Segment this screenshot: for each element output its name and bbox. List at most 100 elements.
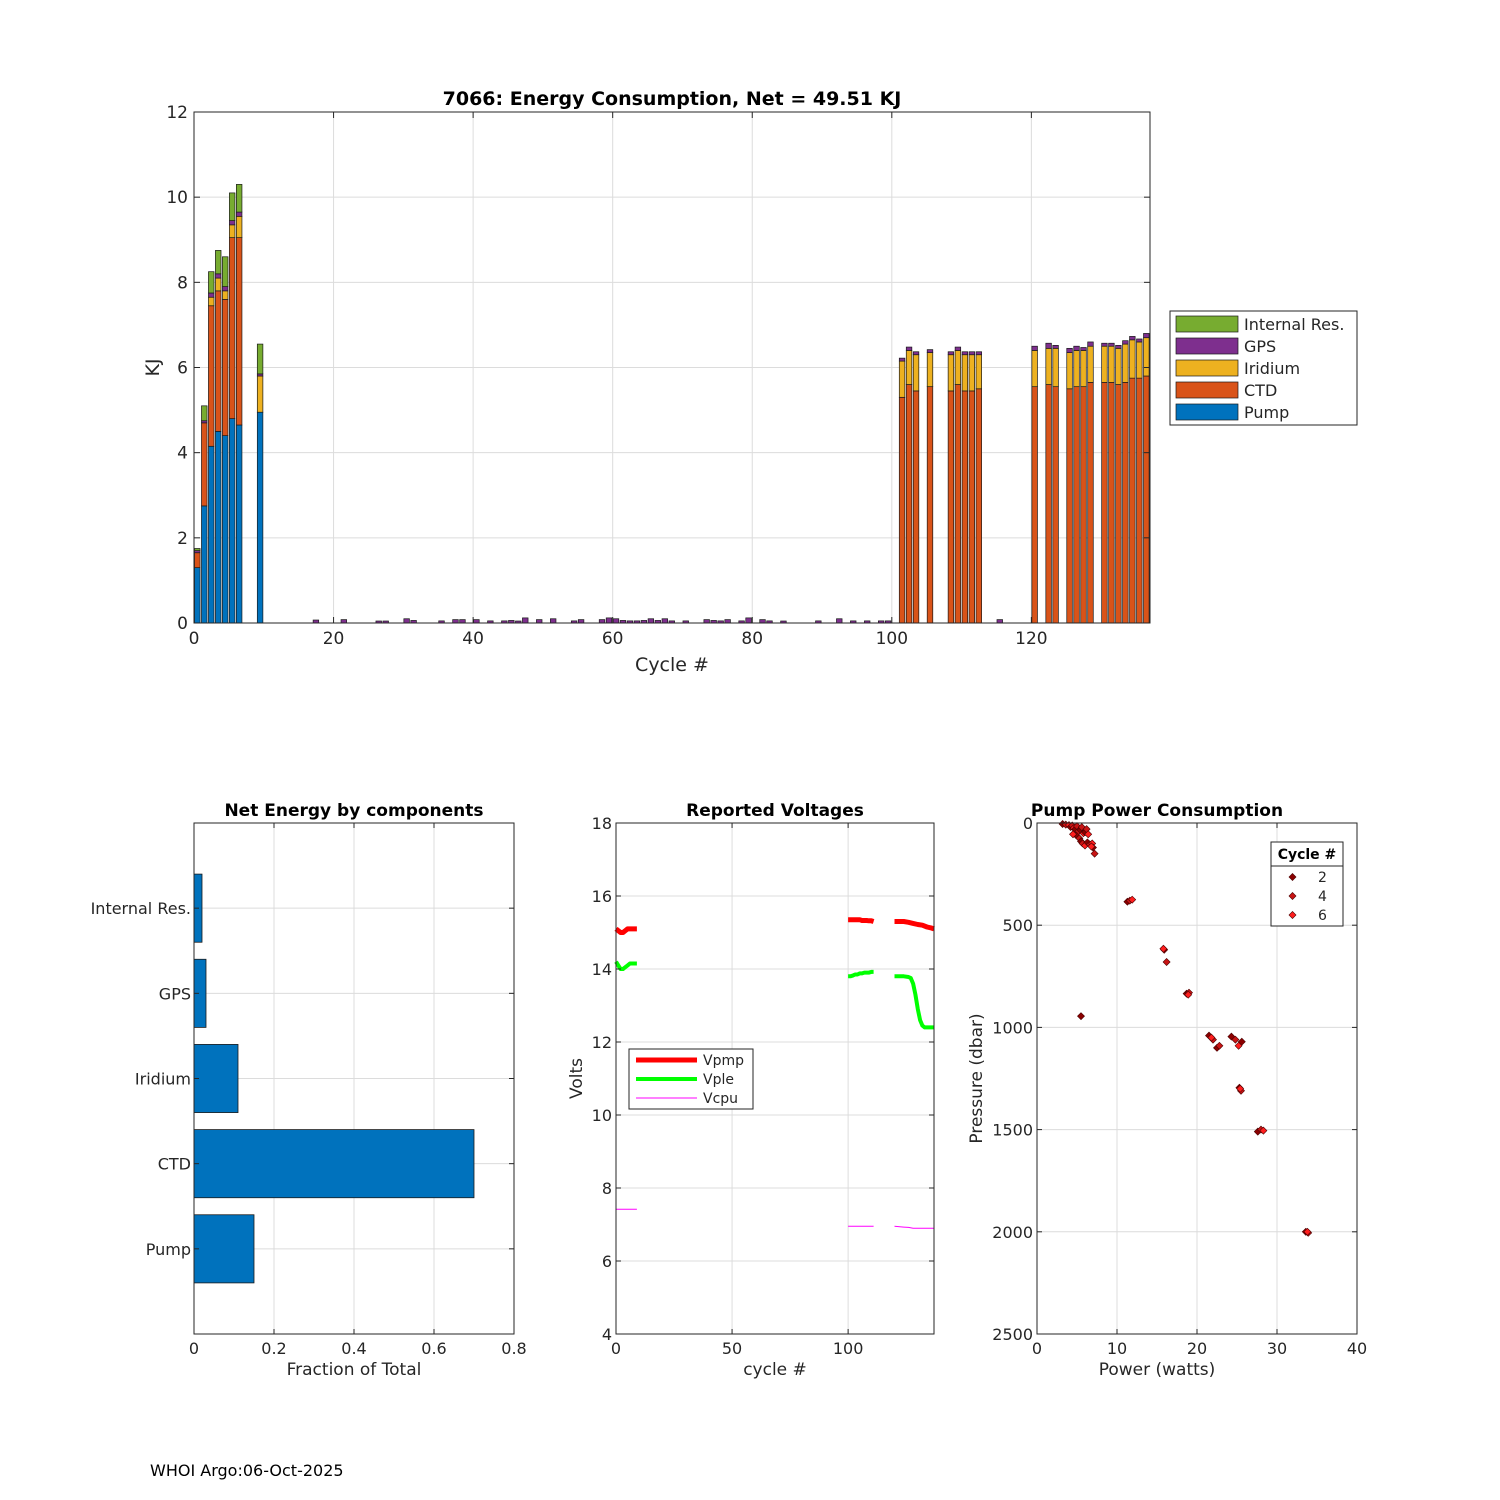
energy-bar-ctd — [1115, 384, 1122, 624]
energy-bar-gps — [522, 617, 529, 624]
pump-point — [1303, 1227, 1312, 1236]
energy-bar-pump — [215, 431, 222, 624]
energy-bar-iridium — [1129, 339, 1136, 379]
energy-bar-gps — [550, 618, 557, 624]
pump-xtick-label: 30 — [1267, 1339, 1287, 1358]
energy-xtick-label: 60 — [602, 629, 624, 649]
energy-bar-gps — [1080, 347, 1087, 351]
voltages-xlabel: cycle # — [743, 1360, 807, 1380]
energy-xtick-label: 80 — [741, 629, 763, 649]
energy-bar-pump — [229, 418, 236, 624]
energy-bar-ctd — [236, 237, 243, 426]
pump-legend: Cycle # 2 4 6 — [1270, 841, 1344, 927]
energy-bar-pump — [256, 411, 264, 624]
pump-ytick-label: 0 — [1023, 814, 1033, 833]
energy-bar-iridium — [954, 350, 962, 385]
pump-point — [1069, 830, 1077, 839]
pump-xtick-label: 40 — [1347, 1339, 1367, 1358]
energy-legend-label: Pump — [1244, 403, 1289, 422]
energy-bar-iridium — [912, 354, 920, 392]
pump-legend-marker — [1288, 911, 1297, 919]
energy-bar-gps — [1045, 342, 1052, 349]
energy-bar-gps — [1073, 345, 1080, 351]
pump-ytick-label: 500 — [1002, 916, 1033, 935]
pump-ytick-label: 2500 — [992, 1325, 1033, 1344]
voltages-legend-label: Vpmp — [703, 1053, 744, 1069]
energy-bar-gps — [996, 619, 1003, 624]
energy-bar-gps — [236, 211, 243, 217]
pump-point — [1084, 830, 1093, 839]
energy-bar-gps — [452, 619, 459, 624]
energy-xtick-label: 120 — [1015, 629, 1047, 649]
energy-bar-gps — [898, 357, 906, 362]
pump-legend-title: Cycle # — [1278, 847, 1337, 863]
energy-ytick-label: 4 — [177, 444, 188, 464]
energy-legend-swatch — [1175, 403, 1239, 421]
voltages-line-vpmp — [894, 919, 935, 932]
voltages-chart: 0 50 100 4 6 8 10 12 14 16 18 Reported Voltages cycl… — [567, 801, 935, 1380]
voltages-legend-label: Vple — [703, 1072, 734, 1088]
energy-bar-gps — [947, 351, 955, 356]
pump-legend-marker — [1288, 873, 1297, 881]
voltages-line-vple — [894, 974, 934, 1030]
energy-bar-iridium — [1080, 350, 1087, 388]
components-category-label: Pump — [146, 1240, 191, 1259]
voltages-ytick-label: 16 — [592, 887, 612, 906]
energy-bar-gps — [1143, 333, 1150, 339]
energy-bar-gps — [745, 617, 752, 624]
energy-bar-iridium — [947, 354, 955, 392]
energy-chart: 0 20 40 60 80 100 120 0 2 4 6 8 10 12 7066: Energy Con… — [142, 88, 1358, 676]
pump-title: Pump Power Consumption — [1031, 801, 1283, 821]
energy-legend-label: CTD — [1244, 381, 1277, 400]
pump-legend-box — [1270, 841, 1344, 927]
energy-bar-ctd — [1045, 384, 1052, 624]
energy-bar-ctd — [1073, 386, 1080, 624]
pump-ytick-label: 1000 — [992, 1018, 1033, 1037]
components-category-label: CTD — [158, 1155, 191, 1174]
energy-bar-iridium — [1101, 345, 1108, 383]
energy-bar-iridium — [968, 354, 976, 392]
components-xlabel: Fraction of Total — [287, 1360, 422, 1380]
voltages-ytick-label: 6 — [602, 1252, 612, 1271]
energy-bar-iridium — [1031, 350, 1038, 388]
energy-xtick-label: 40 — [462, 629, 484, 649]
energy-bar-iridium — [1115, 347, 1122, 385]
components-xtick-label: 0.4 — [341, 1339, 366, 1358]
energy-bar-gps — [1122, 340, 1129, 345]
pump-point — [1231, 1035, 1240, 1044]
energy-bar-ctd — [905, 384, 913, 624]
energy-bar-iridium — [222, 290, 229, 300]
energy-bar-ctd — [201, 422, 208, 507]
energy-bar-iridium — [1108, 345, 1115, 383]
voltages-xtick-label: 50 — [722, 1339, 742, 1358]
energy-bar-iridium — [1087, 345, 1094, 383]
energy-bar-gps — [1136, 338, 1143, 343]
energy-bar-ctd — [1136, 377, 1143, 624]
energy-bar-internal-res — [256, 343, 264, 375]
footer-text: WHOI Argo:06-Oct-2025 — [150, 1461, 344, 1480]
energy-bar-ctd — [1052, 386, 1059, 624]
energy-bar-iridium — [1122, 343, 1129, 383]
energy-bar-internal-res — [201, 405, 208, 422]
energy-bar-gps — [905, 346, 913, 351]
energy-bar-gps — [975, 351, 982, 356]
components-bar-ctd — [193, 1129, 475, 1199]
energy-bar-internal-res — [194, 548, 201, 551]
energy-bar-pump — [208, 445, 215, 624]
components-category-label: Internal Res. — [91, 899, 191, 918]
energy-bar-iridium — [256, 375, 264, 413]
energy-bar-iridium — [1073, 350, 1080, 388]
energy-bar-ctd — [1087, 382, 1094, 624]
components-bar-pump — [193, 1214, 255, 1284]
voltages-line-vpmp — [847, 917, 875, 924]
voltages-ytick-label: 12 — [592, 1033, 612, 1052]
components-xtick-label: 0.2 — [261, 1339, 286, 1358]
energy-legend-swatch — [1175, 315, 1239, 333]
energy-bar-ctd — [1101, 382, 1108, 624]
pump-point — [1087, 842, 1096, 851]
energy-bar-internal-res — [229, 192, 236, 221]
energy-bar-iridium — [1143, 337, 1150, 377]
energy-bar-ctd — [947, 390, 955, 624]
pump-legend-label: 4 — [1318, 889, 1327, 905]
